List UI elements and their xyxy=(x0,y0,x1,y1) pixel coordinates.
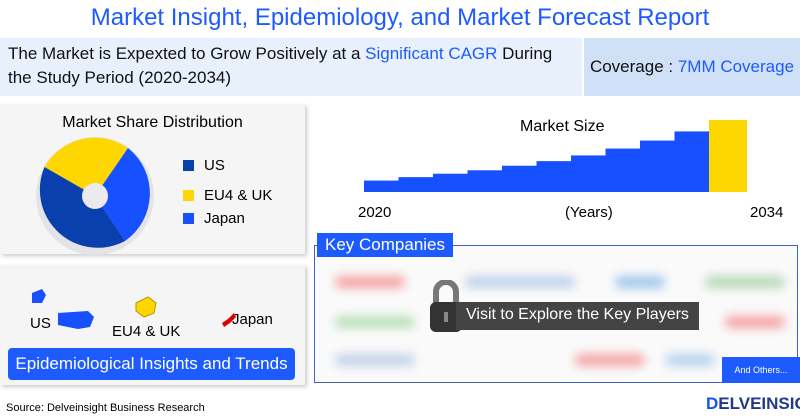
coverage-value: 7MM Coverage xyxy=(677,57,795,76)
japan-map-icon xyxy=(222,313,236,327)
report-title: Market Insight, Epidemiology, and Market… xyxy=(90,4,710,31)
growth-banner: The Market is Expexted to Grow Positivel… xyxy=(0,38,582,96)
market-size-chart: Market Size 2020 (Years) 2034 xyxy=(320,104,800,224)
bar-8 xyxy=(640,140,678,192)
pie-slice-eu4-uk xyxy=(44,137,128,196)
coverage-label: Coverage : xyxy=(589,57,678,76)
world-map-icons xyxy=(32,289,236,329)
x-end-label: 2034 xyxy=(750,204,784,221)
bar-2 xyxy=(433,173,471,192)
key-companies-title: Key Companies xyxy=(317,233,454,257)
bar-4 xyxy=(502,165,540,192)
europe-map-icon xyxy=(135,296,157,318)
pie-center xyxy=(82,183,108,209)
epidemiology-button[interactable]: Epidemiological Insights and Trends xyxy=(8,348,295,380)
bar-5 xyxy=(536,161,575,192)
pie-slice-japan xyxy=(95,148,150,241)
us-map-icon xyxy=(58,311,94,329)
bar-1 xyxy=(398,177,437,192)
bar-10 xyxy=(709,120,747,192)
lock-icon xyxy=(430,280,462,332)
bar-0 xyxy=(364,180,402,192)
legend-us: US xyxy=(183,157,225,174)
legend-eu4-uk: EU4 & UK xyxy=(183,187,272,204)
explore-key-players-button[interactable]: Visit to Explore the Key Players xyxy=(456,302,699,330)
map-label-eu: EU4 & UK xyxy=(112,323,181,340)
pie-chart xyxy=(36,137,154,255)
market-share-title: Market Share Distribution xyxy=(62,114,243,131)
map-label-japan: Japan xyxy=(232,311,273,328)
legend-japan: Japan xyxy=(183,210,245,227)
source-text: Source: Delveinsight Business Research xyxy=(6,402,205,414)
bar-7 xyxy=(605,148,644,192)
x-start-label: 2020 xyxy=(358,204,392,221)
bar-3 xyxy=(467,170,506,192)
alaska-icon xyxy=(32,289,46,303)
banner-text: The Market is Expexted to Grow Positivel… xyxy=(8,44,366,63)
delveinsight-logo: DELVEINSIGHT xyxy=(706,394,800,413)
pie-slice-us xyxy=(39,167,125,248)
market-share-panel: Market Share Distribution US EU4 & UK Ja… xyxy=(0,104,305,255)
x-axis-label: (Years) xyxy=(565,204,613,221)
map-label-us: US xyxy=(30,315,51,332)
chart-title: Market Size xyxy=(520,118,605,135)
banner-text-end: During the Study Period (2020-2034) xyxy=(8,44,553,87)
and-others-label: And Others... xyxy=(722,357,800,383)
bar-9 xyxy=(674,131,713,192)
coverage-box: Coverage : 7MM Coverage xyxy=(584,38,800,96)
cagr-highlight: Significant CAGR xyxy=(365,44,498,63)
bar-6 xyxy=(571,155,609,192)
